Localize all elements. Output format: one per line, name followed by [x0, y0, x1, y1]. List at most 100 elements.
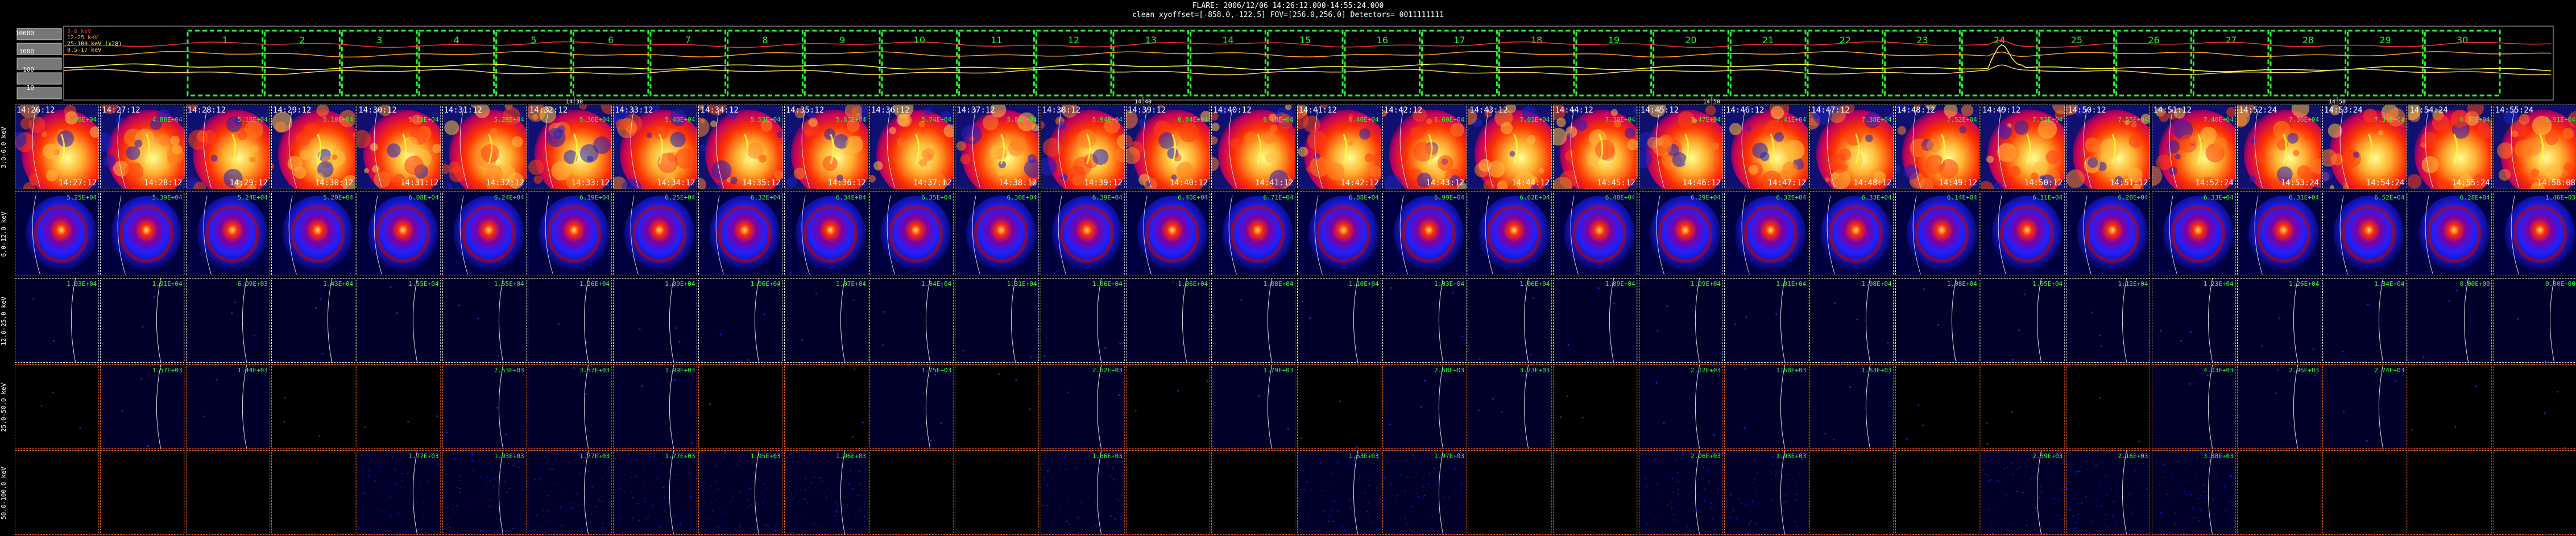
image-map [1724, 364, 1808, 449]
end-time-label: 14:45:12 [1597, 178, 1635, 188]
image-map [1809, 364, 1894, 449]
image-cell [1297, 364, 1381, 449]
peak-value-label: 0.00E+00 [2545, 280, 2575, 288]
image-cell [2408, 450, 2492, 535]
image-map [2408, 450, 2492, 535]
image-map [2494, 450, 2576, 535]
image-map [1809, 278, 1894, 363]
image-map [698, 192, 782, 276]
image-map [1724, 192, 1808, 276]
image-cell: 0.00E+00 [2408, 278, 2492, 363]
image-map [1553, 278, 1637, 363]
image-cell [2237, 450, 2321, 535]
image-map [1981, 278, 2065, 363]
image-map [442, 192, 527, 276]
image-map [2408, 192, 2492, 276]
image-map [1297, 364, 1381, 449]
end-time-label: 14:42:12 [1340, 178, 1378, 188]
image-cell: 6.33E+04 [1809, 192, 1894, 276]
peak-value-label: 5.24E+04 [238, 194, 268, 201]
image-map [442, 364, 527, 449]
image-map [2237, 192, 2321, 276]
y-tick-label: 100 [23, 66, 34, 73]
image-cell: 6.28E+04 [2408, 192, 2492, 276]
image-map [357, 278, 441, 363]
image-cell: 1.97E+03 [1382, 450, 1467, 535]
image-cell: 1.06E+04 [1041, 278, 1125, 363]
image-cell: 1.93E+03 [442, 450, 527, 535]
image-map [1553, 364, 1637, 449]
image-map [869, 364, 954, 449]
image-cell: 6.71E+04 [1211, 192, 1295, 276]
start-time-label: 14:54:24 [2409, 106, 2447, 115]
image-cell: 3.73E+03 [1468, 364, 1552, 449]
image-map [357, 192, 441, 276]
image-map [2066, 450, 2150, 535]
peak-value-label: 1.46E+03 [2545, 194, 2575, 201]
image-cell: 1.63E+03 [1297, 450, 1381, 535]
start-time-label: 14:35:12 [786, 106, 824, 115]
image-map [528, 192, 612, 276]
image-map [1041, 278, 1125, 363]
start-time-label: 14:29:12 [273, 106, 311, 115]
image-map [357, 450, 441, 535]
image-cell: 6.11E+04 [1981, 192, 2065, 276]
image-map [1382, 450, 1467, 535]
peak-value-label: 7.53E+04 [2032, 116, 2063, 123]
peak-value-label: 1.79E+03 [1264, 367, 1294, 374]
peak-value-label: 1.10E+04 [1349, 280, 1379, 288]
image-cell: 1.31E+04 [955, 278, 1039, 363]
image-map [2322, 192, 2407, 276]
image-map [442, 450, 527, 535]
end-time-label: 14:39:12 [1084, 178, 1122, 188]
peak-value-label: 6.35E+04 [921, 194, 951, 201]
image-map [186, 364, 270, 449]
peak-value-label: 1.01E+04 [1776, 280, 1806, 288]
image-cell [2322, 450, 2407, 535]
start-time-label: 14:39:12 [1128, 106, 1166, 115]
image-map [2237, 364, 2321, 449]
image-cell: 1.99E+03 [613, 364, 697, 449]
image-map [271, 364, 355, 449]
image-map [1809, 450, 1894, 535]
image-map [186, 278, 270, 363]
image-map [15, 364, 99, 449]
end-time-label: 14:40:12 [1170, 178, 1208, 188]
image-cell: 1.57E+03 [100, 364, 184, 449]
peak-value-label: 2.62E+03 [1092, 367, 1123, 374]
end-time-label: 14:54:24 [2366, 178, 2404, 188]
start-time-label: 14:47:12 [1811, 106, 1849, 115]
legend-entry: 12-25 keV [67, 35, 98, 41]
image-cell: 6.24E+04 [442, 192, 527, 276]
image-cell [100, 450, 184, 535]
image-map [1724, 278, 1808, 363]
peak-value-label: 2.68E+03 [1434, 367, 1464, 374]
peak-value-label: 1.26E+04 [2289, 280, 2319, 288]
peak-value-label: 5.39E+04 [152, 194, 183, 201]
peak-value-label: 5.08E+04 [67, 116, 97, 123]
image-cell: 1.95E+03 [698, 450, 782, 535]
peak-value-label: 2.59E+03 [2032, 452, 2063, 460]
interval-number: 24 [1994, 35, 2005, 45]
image-cell: 6.39E+04 [1041, 192, 1125, 276]
peak-value-label: 6.31E+04 [2289, 194, 2319, 201]
start-time-label: 14:41:12 [1299, 106, 1337, 115]
image-cell: 1.04E+04 [869, 278, 954, 363]
interval-number: 28 [2302, 35, 2314, 45]
image-cell: 2.74E+03 [2322, 364, 2407, 449]
image-cell [1553, 364, 1637, 449]
peak-value-label: 1.93E+03 [494, 452, 524, 460]
peak-value-label: 7.55E+04 [2118, 116, 2148, 123]
peak-value-label: 2.16E+03 [2118, 452, 2148, 460]
start-time-label: 14:53:24 [2324, 106, 2362, 115]
peak-value-label: 5.84E+04 [1007, 116, 1037, 123]
image-map [1895, 450, 1979, 535]
image-cell: 1.75E+03 [869, 364, 954, 449]
image-map [100, 364, 184, 449]
image-map [869, 278, 954, 363]
